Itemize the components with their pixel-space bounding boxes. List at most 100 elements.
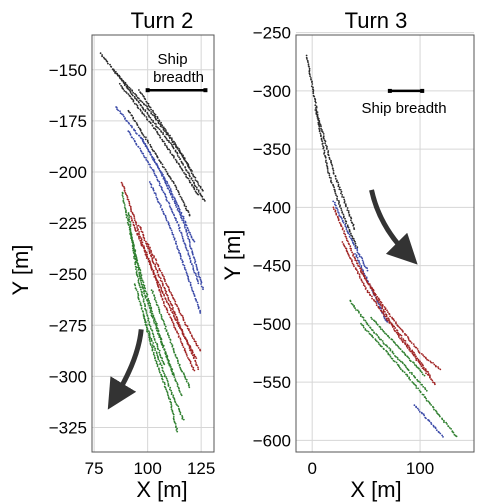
turn-3-data-point	[340, 225, 343, 228]
turn-2-data-point	[141, 295, 144, 298]
turn-3-data-point	[353, 243, 355, 246]
turn-2-data-point	[166, 185, 168, 187]
turn-2-data-point	[159, 291, 162, 293]
turn-2-data-point	[154, 263, 157, 266]
turn-2-data-point	[160, 121, 163, 124]
turn-2-data-point	[145, 159, 148, 161]
turn-2-data-point	[123, 185, 125, 188]
turn-2-data-point	[174, 184, 177, 187]
turn-2-data-point	[130, 207, 132, 210]
turn-2-data-point	[179, 339, 182, 341]
turn-2-data-point	[142, 298, 145, 300]
turn-3-data-point	[407, 345, 410, 347]
turn-3-data-point	[307, 61, 309, 63]
turn-3-data-point	[321, 140, 324, 143]
turn-2-data-point	[195, 342, 198, 345]
turn-3-data-point	[387, 319, 389, 322]
turn-2-data-point	[149, 327, 152, 330]
turn-2-data-point	[190, 263, 193, 266]
turn-2-panel: Turn 2 Y [m] X [m] 75 100 125−150−175−200−…	[8, 8, 215, 502]
turn-3-data-point	[356, 251, 359, 254]
turn-2-data-point	[142, 311, 145, 313]
turn-3-data-point	[398, 326, 401, 329]
turn-2-data-point	[193, 338, 195, 341]
turn-2-data-point	[129, 90, 132, 93]
turn-2-data-point	[134, 120, 137, 123]
turn-3-data-point	[360, 256, 363, 258]
turn-2-data-point	[163, 348, 166, 351]
turn-3-data-point	[350, 249, 352, 252]
turn-3-data-point	[413, 383, 416, 385]
turn-3-data-point	[314, 107, 317, 109]
turn-3-data-point	[308, 70, 311, 73]
turn-2-data-point	[183, 158, 186, 161]
turn-2-data-point	[165, 284, 168, 286]
turn-2-data-point	[159, 269, 162, 272]
turn-2-data-point	[159, 354, 162, 357]
turn-3-data-point	[400, 337, 403, 339]
turn-2-data-point	[160, 373, 163, 376]
turn-2-data-point	[170, 178, 172, 180]
turn-2-data-point	[143, 303, 146, 305]
turn-3-data-point	[425, 417, 427, 420]
turn-3-data-point	[397, 325, 399, 328]
turn-3-data-point	[323, 153, 325, 155]
turn-2-data-point	[156, 345, 159, 348]
turn-2-data-point	[115, 106, 118, 109]
turn-3-data-point	[432, 406, 435, 409]
turn-3-data-point	[380, 310, 383, 313]
turn-3-track	[349, 299, 428, 392]
turn-3-data-point	[388, 322, 391, 324]
turn-2-data-point	[138, 271, 141, 274]
turn-3-data-point	[364, 329, 367, 331]
turn-2-data-point	[155, 324, 158, 327]
turn-2-data-point	[163, 130, 166, 132]
turn-3-data-point	[412, 343, 415, 345]
turn-2-data-point	[181, 261, 184, 264]
turn-2-data-point	[168, 336, 171, 339]
turn-2-data-point	[154, 349, 157, 351]
turn-3-title: Turn 3	[345, 8, 408, 33]
turn-2-data-point	[148, 339, 151, 341]
turn-3-track	[413, 404, 444, 438]
turn-2-data-point	[157, 358, 160, 361]
turn-3-data-point	[431, 379, 434, 382]
turn-3-data-point	[366, 269, 369, 272]
turn-2-data-point	[149, 106, 152, 109]
turn-3-data-point	[340, 192, 342, 195]
turn-2-data-point	[171, 196, 174, 199]
turn-3-data-point	[322, 147, 325, 150]
turn-2-data-point	[133, 248, 135, 251]
turn-3-data-point	[338, 186, 341, 189]
turn-3-data-point	[388, 354, 391, 356]
turn-2-data-point	[166, 301, 168, 304]
turn-2-ship-breadth-label: breadth	[153, 69, 204, 86]
turn-2-track	[118, 82, 200, 196]
turn-2-data-point	[165, 145, 168, 148]
turn-2-data-point	[143, 114, 146, 117]
turn-3-data-point	[408, 357, 411, 360]
turn-2-data-point	[151, 340, 153, 342]
turn-3-data-point	[402, 341, 404, 344]
turn-2-track	[99, 52, 206, 202]
turn-2-data-point	[148, 334, 151, 337]
turn-3-data-point	[351, 259, 353, 262]
turn-2-data-point	[176, 357, 179, 360]
turn-2-data-point	[169, 386, 172, 389]
turn-3-data-point	[345, 220, 348, 223]
turn-2-data-point	[138, 231, 141, 233]
turn-2-data-point	[182, 418, 185, 421]
turn-2-track	[148, 181, 202, 314]
turn-2-data-point	[136, 124, 139, 126]
turn-3-data-point	[394, 330, 397, 332]
turn-2-data-point	[132, 138, 135, 140]
turn-2-data-point	[142, 313, 145, 315]
turn-2-data-point	[192, 268, 195, 271]
turn-2-data-point	[123, 115, 125, 118]
turn-3-data-point	[441, 418, 444, 421]
turn-2-data-point	[168, 186, 171, 189]
turn-2-data-point	[146, 331, 149, 333]
turn-3-data-point	[321, 143, 324, 145]
turn-3-data-point	[355, 260, 358, 262]
turn-2-data-point	[164, 280, 166, 283]
